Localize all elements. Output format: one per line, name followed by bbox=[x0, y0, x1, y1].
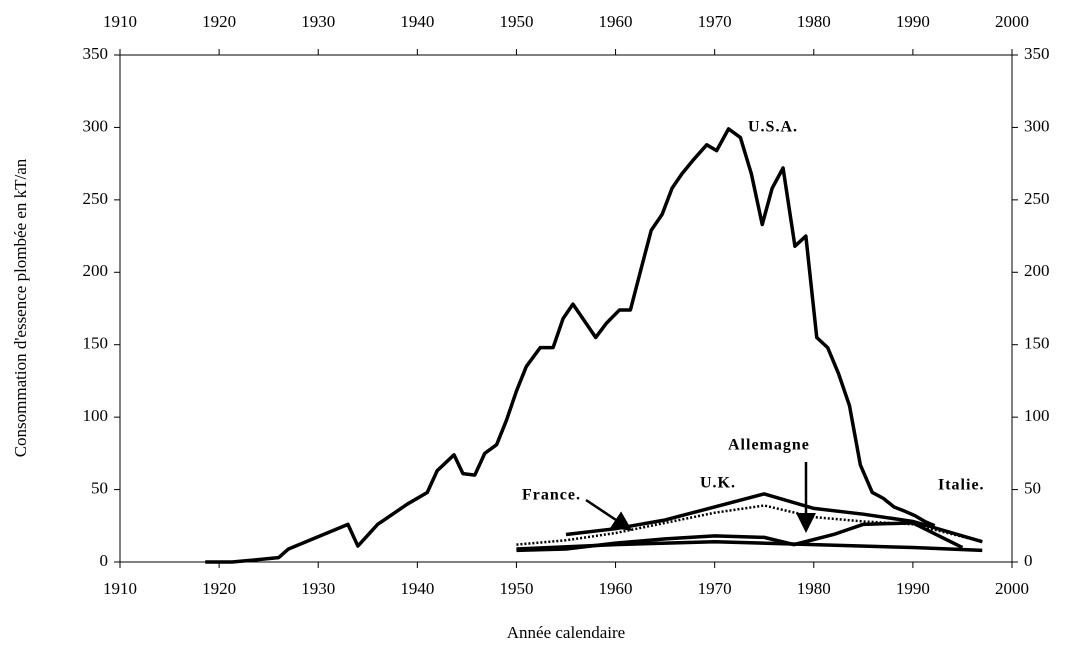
y-tick-label: 150 bbox=[1024, 334, 1050, 353]
x-tick-label: 2000 bbox=[995, 12, 1029, 31]
y-tick-label: 150 bbox=[83, 334, 109, 353]
x-tick-label: 1940 bbox=[400, 579, 434, 598]
annotation: U.S.A. bbox=[748, 119, 798, 136]
x-tick-label: 1960 bbox=[599, 12, 633, 31]
x-tick-label: 1990 bbox=[896, 12, 930, 31]
x-tick-label: 1930 bbox=[301, 579, 335, 598]
y-tick-label: 100 bbox=[83, 406, 109, 425]
x-tick-label: 2000 bbox=[995, 579, 1029, 598]
y-tick-label: 300 bbox=[83, 116, 109, 135]
x-tick-label: 1980 bbox=[797, 579, 831, 598]
y-tick-label: 0 bbox=[100, 551, 109, 570]
annotation: U.K. bbox=[700, 475, 736, 492]
x-tick-label: 1930 bbox=[301, 12, 335, 31]
x-axis-title: Année calendaire bbox=[507, 623, 625, 642]
y-tick-label: 350 bbox=[1024, 44, 1050, 63]
x-tick-label: 1990 bbox=[896, 579, 930, 598]
y-tick-label: 350 bbox=[83, 44, 109, 63]
annotation: France. bbox=[522, 487, 581, 504]
x-tick-label: 1960 bbox=[599, 579, 633, 598]
x-tick-label: 1910 bbox=[103, 12, 137, 31]
y-tick-label: 250 bbox=[1024, 189, 1050, 208]
y-tick-label: 200 bbox=[1024, 261, 1050, 280]
annotation: Italie. bbox=[938, 477, 985, 494]
series-line bbox=[565, 492, 983, 544]
x-tick-label: 1970 bbox=[698, 12, 732, 31]
y-tick-label: 200 bbox=[83, 261, 109, 280]
x-tick-label: 1920 bbox=[202, 12, 236, 31]
x-tick-label: 1910 bbox=[103, 579, 137, 598]
x-tick-label: 1950 bbox=[499, 12, 533, 31]
plot-frame bbox=[119, 54, 1013, 563]
x-tick-label: 1940 bbox=[400, 12, 434, 31]
annotation: Allemagne bbox=[728, 437, 810, 454]
x-tick-label: 1970 bbox=[698, 579, 732, 598]
y-tick-label: 250 bbox=[83, 189, 109, 208]
y-tick-label: 0 bbox=[1024, 551, 1033, 570]
y-tick-label: 50 bbox=[1024, 478, 1041, 497]
x-tick-label: 1980 bbox=[797, 12, 831, 31]
series-line bbox=[205, 127, 936, 564]
x-tick-label: 1920 bbox=[202, 579, 236, 598]
arrow bbox=[585, 498, 633, 531]
y-axis-title: Consommation d'essence plombée en kT/an bbox=[11, 158, 30, 457]
y-tick-label: 300 bbox=[1024, 116, 1050, 135]
series-line bbox=[516, 539, 983, 553]
x-tick-label: 1950 bbox=[499, 579, 533, 598]
series-line bbox=[516, 504, 983, 546]
y-tick-label: 50 bbox=[91, 478, 108, 497]
y-tick-label: 100 bbox=[1024, 406, 1050, 425]
